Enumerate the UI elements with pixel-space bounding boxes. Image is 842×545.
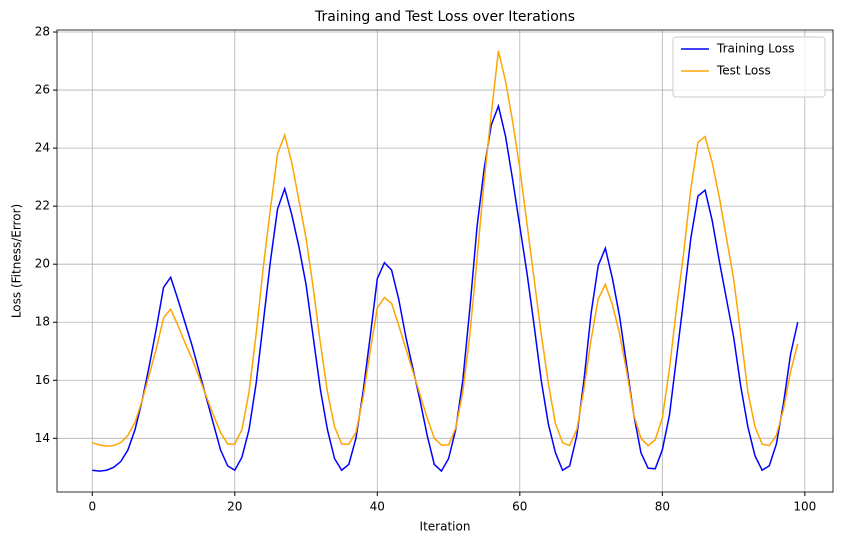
legend-box [672, 36, 826, 98]
legend-label: Training Loss [716, 42, 794, 56]
x-tick-label: 20 [227, 500, 242, 514]
y-tick-label: 16 [35, 373, 50, 387]
y-tick-label: 26 [35, 83, 50, 97]
x-tick-label: 40 [370, 500, 385, 514]
x-tick-label: 0 [88, 500, 96, 514]
data-line [92, 50, 799, 447]
y-tick-label: 22 [35, 199, 50, 213]
y-tick-label: 18 [35, 315, 50, 329]
chart-title: Training and Test Loss over Iterations [314, 9, 575, 25]
legend-label: Test Loss [716, 64, 771, 78]
y-tick-label: 28 [35, 25, 50, 39]
y-tick-label: 14 [35, 431, 50, 445]
x-tick-label: 100 [793, 500, 816, 514]
x-axis-label: Iteration [420, 520, 471, 534]
y-tick-label: 20 [35, 257, 50, 271]
plot-frame [56, 29, 834, 493]
x-tick-label: 60 [512, 500, 527, 514]
data-line [92, 103, 799, 473]
x-tick-label: 80 [655, 500, 670, 514]
y-tick-label: 24 [35, 141, 50, 155]
y-axis-label: Loss (Fitness/Error) [10, 204, 24, 318]
